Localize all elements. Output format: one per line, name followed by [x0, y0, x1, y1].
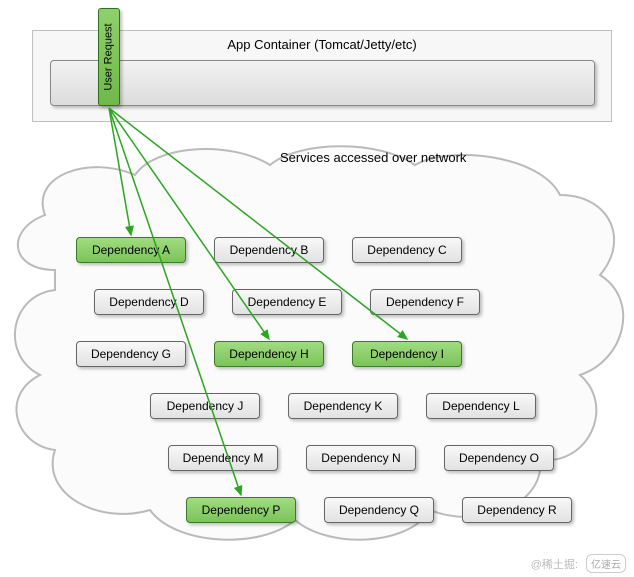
dependency-box: Dependency R: [462, 497, 572, 523]
dependency-box: Dependency O: [444, 445, 554, 471]
dependency-box: Dependency B: [214, 237, 324, 263]
services-label: Services accessed over network: [280, 150, 466, 165]
dependency-box: Dependency D: [94, 289, 204, 315]
dependency-box: Dependency A: [76, 237, 186, 263]
dependency-box: Dependency J: [150, 393, 260, 419]
dependency-box: Dependency M: [168, 445, 278, 471]
dependency-box: Dependency I: [352, 341, 462, 367]
dependency-box: Dependency P: [186, 497, 296, 523]
dependency-box: Dependency H: [214, 341, 324, 367]
dependency-box: Dependency Q: [324, 497, 434, 523]
dependency-box: Dependency L: [426, 393, 536, 419]
dependency-box: Dependency F: [370, 289, 480, 315]
app-container-inner-bar: [50, 60, 595, 106]
watermark: @稀土掘: 亿速云: [531, 554, 626, 573]
dependency-box: Dependency N: [306, 445, 416, 471]
dependency-box: Dependency G: [76, 341, 186, 367]
diagram-stage: App Container (Tomcat/Jetty/etc) User Re…: [0, 0, 634, 577]
dependency-box: Dependency K: [288, 393, 398, 419]
user-request-box: User Request: [98, 8, 120, 106]
dependency-box: Dependency C: [352, 237, 462, 263]
watermark-logo: 亿速云: [586, 554, 626, 573]
user-request-label: User Request: [103, 23, 115, 90]
watermark-text: @稀土掘:: [531, 556, 578, 572]
dependency-box: Dependency E: [232, 289, 342, 315]
